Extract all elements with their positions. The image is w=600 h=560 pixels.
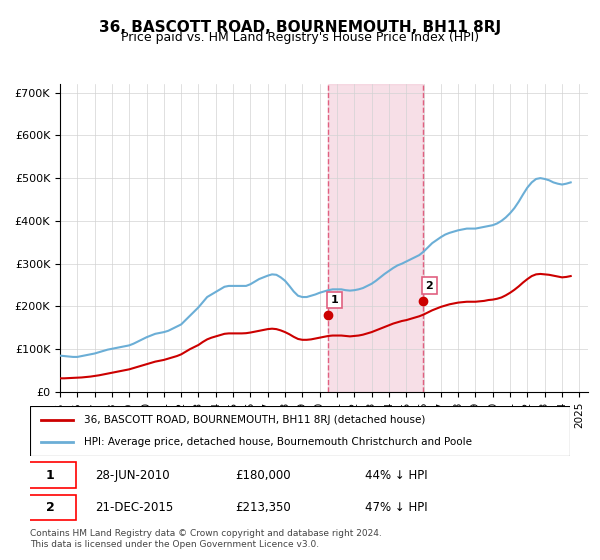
- Text: 2: 2: [46, 501, 55, 514]
- Text: 1: 1: [46, 469, 55, 482]
- Text: 36, BASCOTT ROAD, BOURNEMOUTH, BH11 8RJ: 36, BASCOTT ROAD, BOURNEMOUTH, BH11 8RJ: [99, 20, 501, 35]
- Text: Contains HM Land Registry data © Crown copyright and database right 2024.
This d: Contains HM Land Registry data © Crown c…: [30, 529, 382, 549]
- Text: 47% ↓ HPI: 47% ↓ HPI: [365, 501, 427, 514]
- Text: £180,000: £180,000: [235, 469, 291, 482]
- Text: 21-DEC-2015: 21-DEC-2015: [95, 501, 173, 514]
- FancyBboxPatch shape: [30, 406, 570, 456]
- Text: 28-JUN-2010: 28-JUN-2010: [95, 469, 169, 482]
- FancyBboxPatch shape: [25, 494, 76, 520]
- Text: £213,350: £213,350: [235, 501, 291, 514]
- Text: HPI: Average price, detached house, Bournemouth Christchurch and Poole: HPI: Average price, detached house, Bour…: [84, 437, 472, 447]
- Text: 44% ↓ HPI: 44% ↓ HPI: [365, 469, 427, 482]
- FancyBboxPatch shape: [25, 463, 76, 488]
- Text: 2: 2: [425, 281, 433, 291]
- Text: 1: 1: [331, 295, 338, 305]
- Text: Price paid vs. HM Land Registry's House Price Index (HPI): Price paid vs. HM Land Registry's House …: [121, 31, 479, 44]
- Bar: [328, 84, 423, 392]
- Text: 36, BASCOTT ROAD, BOURNEMOUTH, BH11 8RJ (detached house): 36, BASCOTT ROAD, BOURNEMOUTH, BH11 8RJ …: [84, 415, 425, 425]
